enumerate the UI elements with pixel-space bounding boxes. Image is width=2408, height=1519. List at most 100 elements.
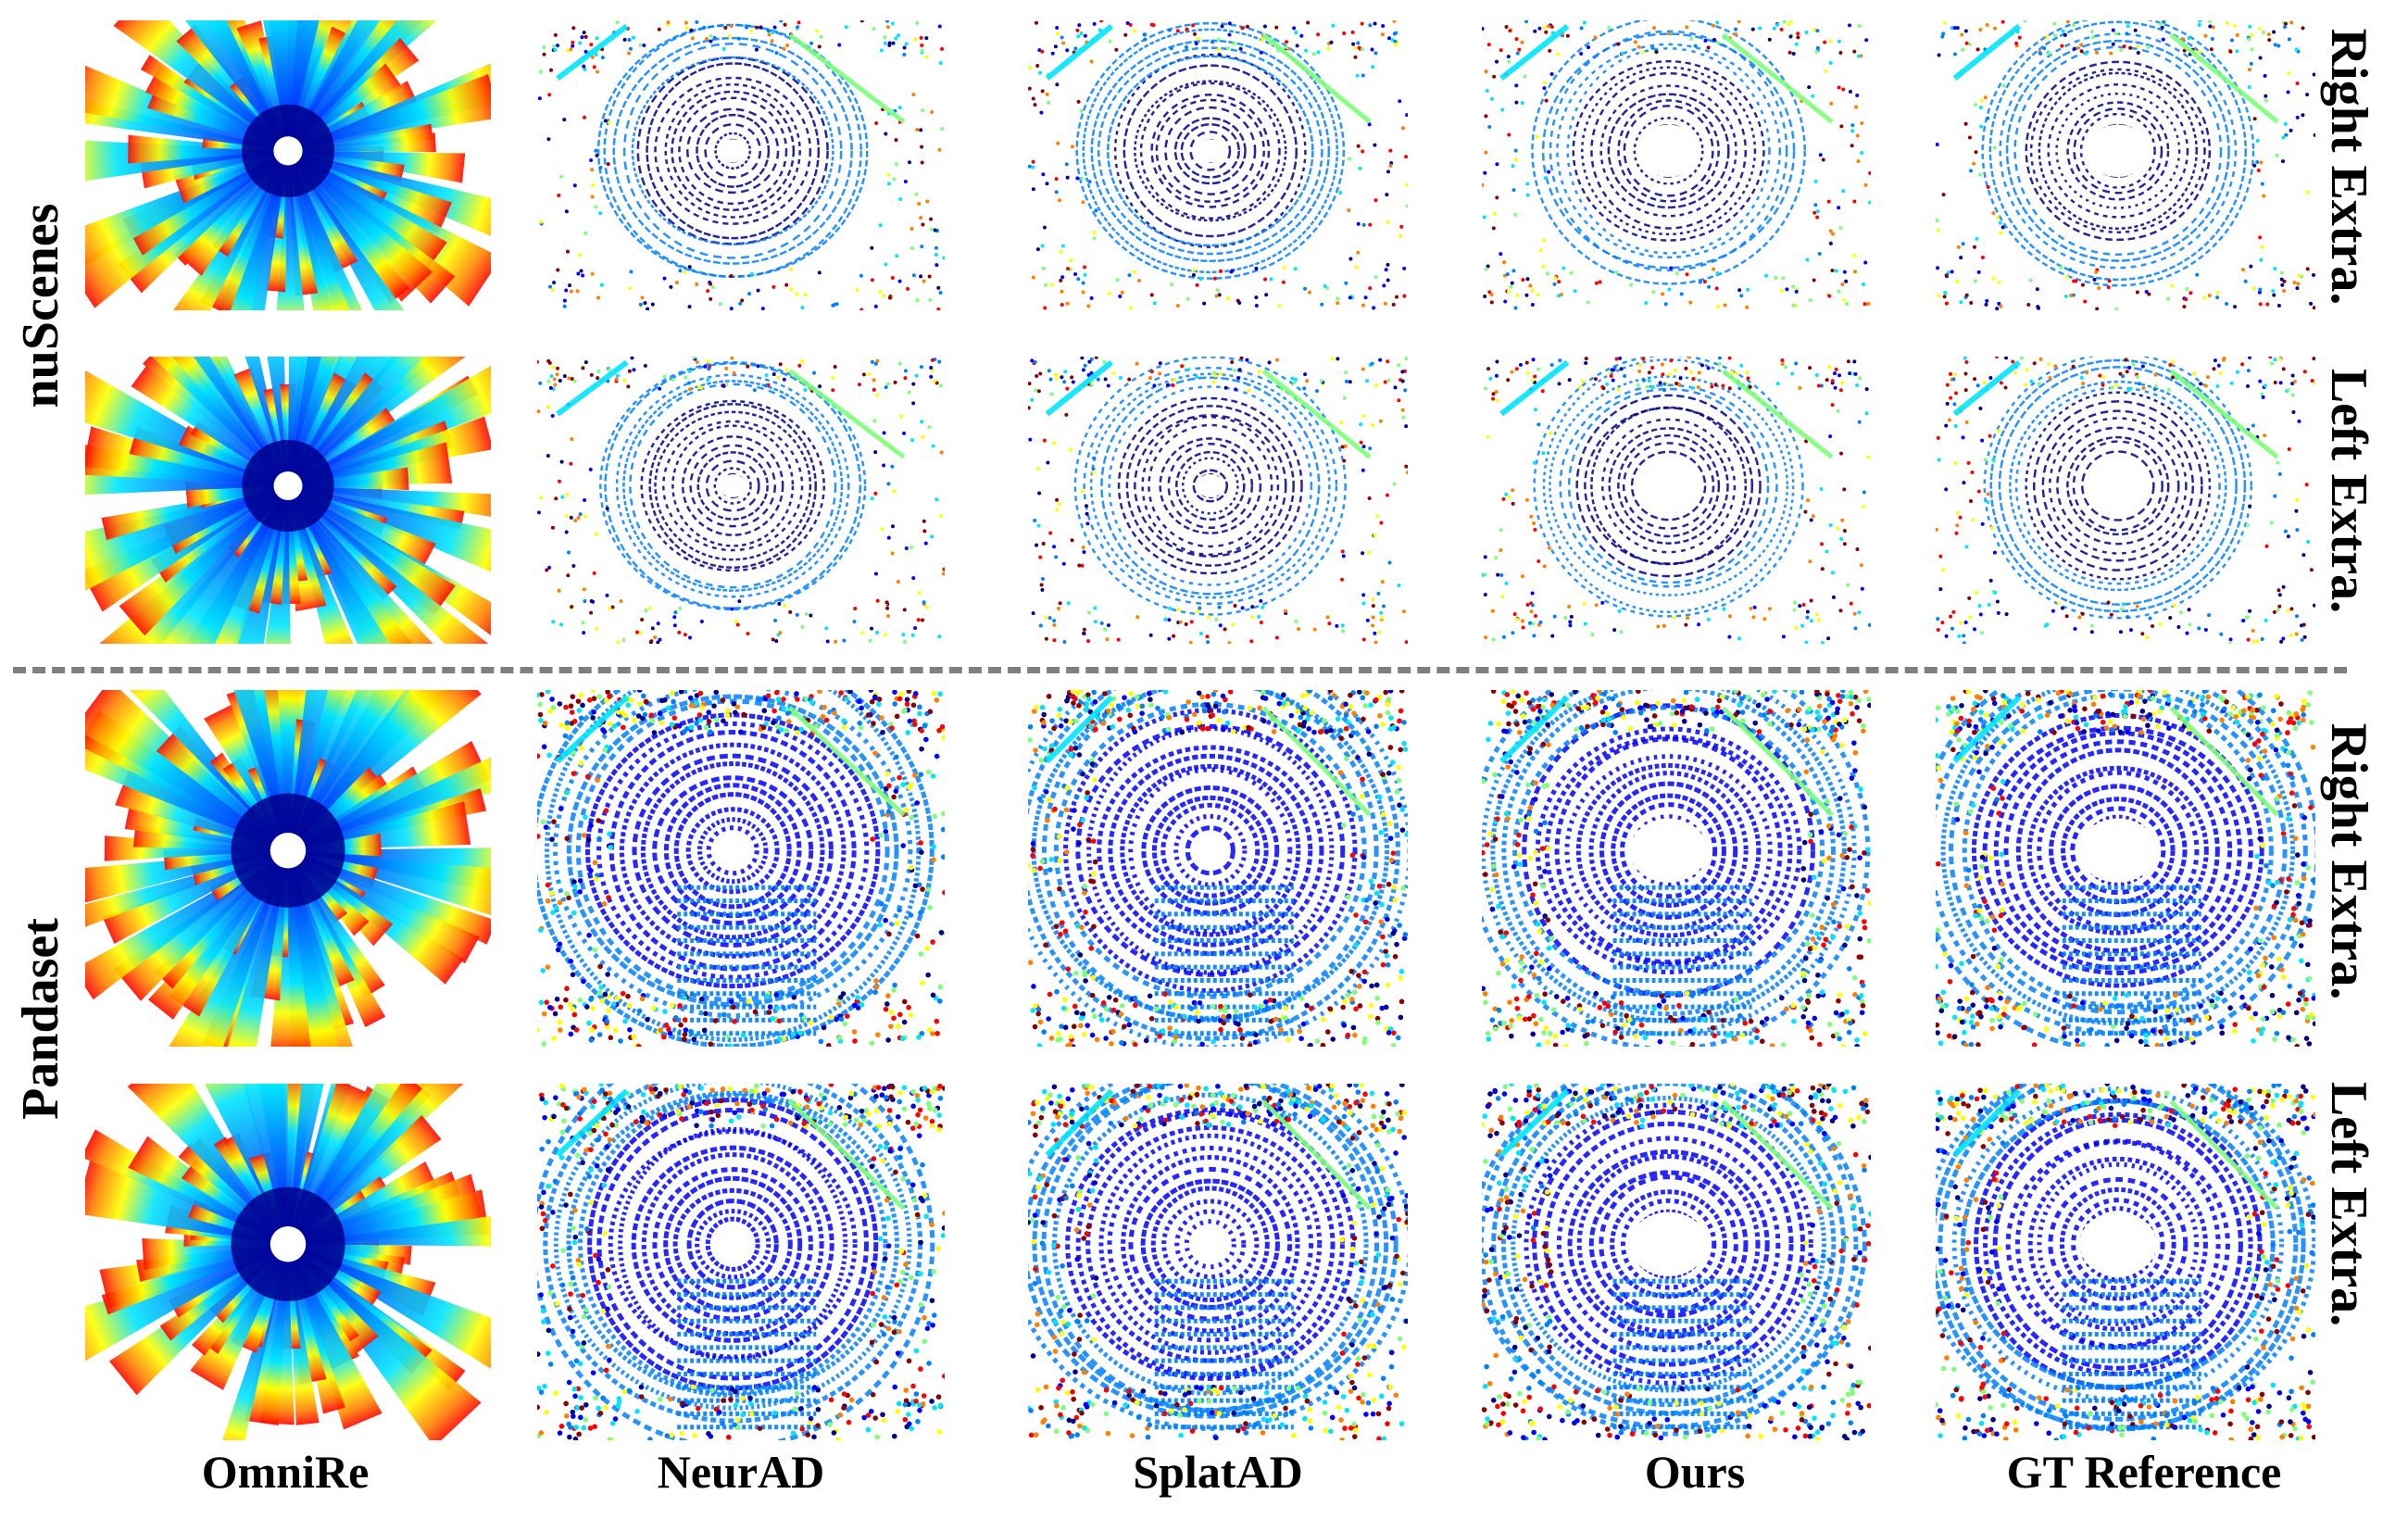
lidar-point bbox=[1336, 357, 1340, 361]
lidar-point bbox=[578, 1414, 583, 1421]
lidar-point bbox=[771, 371, 776, 376]
lidar-point bbox=[2271, 903, 2277, 910]
lidar-point bbox=[692, 1432, 698, 1438]
lidar-point bbox=[1861, 722, 1866, 729]
lidar-point bbox=[2020, 728, 2026, 734]
lidar-point bbox=[678, 1022, 684, 1028]
lidar-point bbox=[883, 35, 887, 40]
lidar-point bbox=[1576, 1003, 1583, 1009]
lidar-point bbox=[2296, 997, 2301, 1003]
lidar-point bbox=[1791, 52, 1796, 56]
lidar-point bbox=[1033, 359, 1037, 364]
lidar-point bbox=[1864, 411, 1869, 416]
lidar-point bbox=[1127, 377, 1132, 382]
scan-ring bbox=[686, 1199, 779, 1290]
scan-ring bbox=[1482, 690, 1857, 1036]
lidar-point bbox=[1028, 723, 1034, 730]
lidar-point bbox=[1082, 972, 1087, 978]
lidar-point bbox=[815, 1406, 821, 1412]
lidar-point bbox=[2103, 725, 2110, 731]
lidar-panel-ours-row1 bbox=[1482, 20, 1871, 310]
lidar-point bbox=[593, 1395, 599, 1401]
lidar-point bbox=[1581, 379, 1586, 383]
lidar-point bbox=[1775, 22, 1780, 27]
lidar-point bbox=[1489, 293, 1494, 297]
lidar-point bbox=[770, 39, 774, 44]
lidar-point bbox=[886, 535, 891, 540]
lidar-point bbox=[1032, 1023, 1038, 1030]
lidar-point bbox=[1848, 700, 1854, 707]
lidar-point bbox=[1048, 1036, 1055, 1041]
lidar-point bbox=[537, 359, 540, 364]
lidar-point bbox=[809, 699, 815, 706]
lidar-point bbox=[1834, 269, 1838, 273]
lidar-point bbox=[1825, 798, 1830, 804]
lidar-point bbox=[1670, 697, 1676, 704]
lidar-wedge bbox=[288, 1084, 324, 1245]
scan-ring bbox=[646, 62, 821, 240]
lidar-point bbox=[941, 810, 945, 817]
lidar-point bbox=[1028, 382, 1032, 386]
lidar-panel-splatad-row3 bbox=[1028, 690, 1408, 1047]
lidar-point bbox=[1231, 622, 1235, 627]
lidar-point bbox=[1999, 719, 2004, 725]
lidar-point bbox=[1281, 700, 1286, 707]
lidar-point bbox=[2083, 299, 2088, 304]
lidar-point bbox=[1616, 702, 1622, 709]
lidar-point bbox=[937, 691, 943, 697]
lidar-pointcloud-image bbox=[1482, 690, 1871, 1047]
lidar-point bbox=[1180, 364, 1185, 369]
lidar-point bbox=[1392, 31, 1397, 36]
lidar-point bbox=[600, 56, 605, 60]
lidar-point bbox=[1746, 694, 1751, 700]
lidar-point bbox=[1390, 931, 1397, 936]
lidar-point bbox=[546, 405, 550, 409]
lidar-point bbox=[2251, 1037, 2256, 1044]
lidar-point bbox=[1973, 627, 1977, 632]
lidar-point bbox=[2071, 22, 2076, 27]
lidar-point bbox=[1394, 295, 1398, 299]
lidar-point bbox=[1801, 603, 1806, 608]
lidar-point bbox=[2246, 369, 2251, 373]
lidar-point bbox=[1081, 290, 1085, 295]
lidar-point bbox=[784, 368, 789, 372]
lidar-point bbox=[1953, 461, 1958, 466]
lidar-point bbox=[925, 972, 931, 978]
lidar-point bbox=[1380, 772, 1386, 777]
lidar-point bbox=[569, 721, 575, 726]
lidar-point bbox=[566, 48, 571, 53]
lidar-point bbox=[1253, 1032, 1259, 1037]
lidar-point bbox=[2127, 365, 2132, 370]
lidar-point bbox=[2214, 996, 2221, 1001]
lidar-point bbox=[1530, 591, 1535, 596]
lidar-point bbox=[1804, 31, 1809, 35]
lidar-point bbox=[1049, 392, 1054, 396]
lidar-point bbox=[1068, 747, 1074, 752]
lidar-point bbox=[782, 46, 786, 51]
lidar-point bbox=[1790, 1002, 1797, 1009]
lidar-point bbox=[602, 991, 608, 998]
lidar-point bbox=[605, 690, 610, 695]
lidar-point bbox=[915, 298, 920, 303]
lidar-point bbox=[1860, 1002, 1866, 1009]
lidar-point bbox=[1384, 1025, 1389, 1032]
lidar-point bbox=[1072, 696, 1078, 702]
lidar-point bbox=[773, 690, 780, 696]
lidar-point bbox=[1152, 301, 1157, 306]
lidar-point bbox=[1385, 916, 1390, 923]
lidar-point bbox=[1089, 357, 1094, 361]
lidar-point bbox=[1671, 722, 1677, 728]
lidar-point bbox=[1951, 609, 1956, 614]
lidar-point bbox=[1033, 103, 1037, 107]
lidar-point bbox=[1533, 374, 1537, 379]
lidar-point bbox=[583, 1417, 589, 1423]
lidar-point bbox=[2264, 94, 2268, 98]
lidar-point bbox=[1484, 114, 1488, 119]
lidar-point bbox=[2248, 357, 2252, 359]
lidar-point bbox=[621, 724, 626, 731]
lidar-point bbox=[2186, 1017, 2192, 1023]
lidar-point bbox=[2289, 774, 2295, 781]
lidar-point bbox=[1083, 265, 1087, 270]
scan-ring bbox=[673, 792, 792, 910]
lidar-point bbox=[1969, 989, 1975, 996]
